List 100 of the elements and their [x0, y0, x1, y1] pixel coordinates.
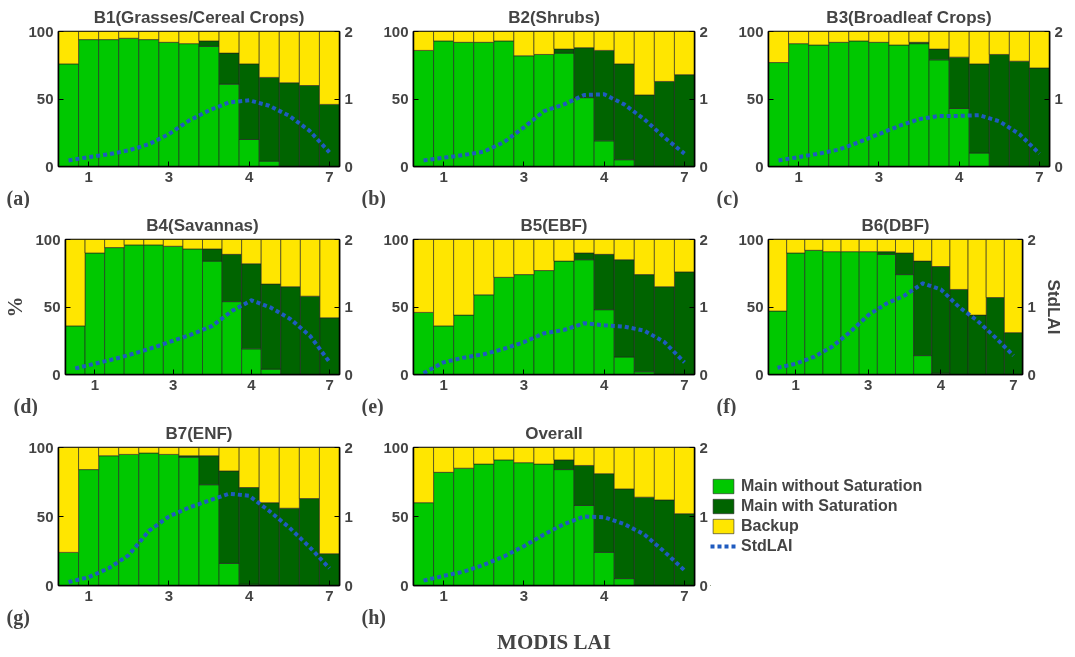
chart-title: B4(Savannas)	[146, 215, 259, 235]
y-tick-label: 0	[400, 157, 409, 175]
y-tick-label: 0	[755, 157, 764, 175]
y-tick-label: 0	[45, 576, 54, 594]
x-tick-label: 3	[874, 167, 884, 185]
x-tick-label: 1	[84, 586, 93, 604]
y-tick-label: 100	[35, 230, 61, 248]
y2-tick-label: 2	[699, 230, 708, 248]
y-tick-label: 50	[746, 90, 764, 107]
x-tick-label: 3	[168, 375, 178, 393]
x-tick-label: 7	[325, 586, 334, 604]
chart-title: B7(ENF)	[165, 423, 233, 443]
y2-tick-label: 2	[1027, 230, 1036, 248]
text: (e)	[361, 394, 384, 418]
y2-tick-label: 1	[699, 507, 708, 525]
x-tick-label: 7	[680, 167, 689, 185]
text: (d)	[13, 394, 38, 418]
y2-tick-label: 2	[344, 438, 353, 456]
y2-tick-label: 0	[1027, 365, 1036, 383]
y-tick-label: 100	[383, 22, 409, 40]
y2-tick-label: 0	[344, 576, 353, 594]
text: (a)	[6, 186, 30, 210]
legend-label: StdLAI	[741, 537, 793, 555]
y2-tick-label: 0	[344, 365, 353, 383]
x-tick-label: 4	[936, 375, 946, 393]
x-tick-label: 1	[90, 375, 100, 393]
y-tick-label: 0	[755, 365, 764, 383]
y2-tick-label: 0	[699, 365, 708, 383]
x-tick-label: 7	[680, 375, 689, 393]
y2-tick-label: 0	[344, 157, 353, 175]
y-tick-label: 0	[52, 365, 61, 383]
chart-title: B6(DBF)	[861, 215, 930, 235]
x-tick-label: 4	[955, 167, 965, 185]
x-tick-label: 1	[439, 375, 448, 393]
y2-tick-label: 0	[699, 576, 708, 594]
x-tick-label: 3	[164, 167, 174, 185]
x-tick-label: 1	[84, 167, 93, 185]
x-tick-label: 4	[245, 586, 255, 604]
x-tick-label: 7	[325, 167, 334, 185]
x-tick-label: 1	[439, 586, 448, 604]
y2-tick-label: 1	[344, 507, 353, 525]
text: (g)	[6, 605, 30, 629]
x-tick-label: 4	[247, 375, 257, 393]
y2-tick-label: 1	[344, 90, 353, 107]
y2-tick-label: 0	[699, 157, 708, 175]
y2-tick-label: 2	[699, 22, 708, 40]
y-tick-label: 50	[391, 298, 409, 315]
x-tick-label: 3	[519, 167, 529, 185]
y2-tick-label: 1	[344, 298, 353, 315]
chart-title: B2(Shrubs)	[508, 7, 600, 27]
text: (f)	[716, 394, 737, 418]
chart-title: B5(EBF)	[520, 215, 588, 235]
x-tick-label: 4	[600, 167, 610, 185]
y-tick-label: 50	[391, 90, 409, 107]
y-tick-label: 50	[746, 298, 764, 315]
y-tick-label: 100	[738, 22, 764, 40]
x-tick-label: 3	[519, 586, 529, 604]
x-tick-label: 7	[680, 586, 689, 604]
y-tick-label: 100	[28, 438, 54, 456]
y2-tick-label: 0	[1054, 157, 1063, 175]
y2-tick-label: 2	[1054, 22, 1063, 40]
x-tick-label: 7	[325, 375, 334, 393]
y-tick-label: 50	[43, 298, 61, 315]
y-tick-label: 100	[28, 22, 54, 40]
x-tick-label: 3	[519, 375, 529, 393]
text: (c)	[716, 186, 739, 210]
y-tick-label: 100	[738, 230, 764, 248]
y-tick-label: 50	[36, 90, 54, 107]
y-axis-title: %	[3, 296, 28, 318]
y-tick-label: 0	[45, 157, 54, 175]
legend-label: Main without Saturation	[741, 477, 923, 495]
legend-label: Backup	[741, 517, 799, 535]
x-tick-label: 1	[791, 375, 800, 393]
y-tick-label: 100	[383, 438, 409, 456]
x-tick-label: 4	[600, 375, 610, 393]
y2-tick-label: 2	[344, 230, 353, 248]
text: (b)	[361, 186, 386, 210]
x-tick-label: 1	[439, 167, 448, 185]
x-tick-label: 7	[1035, 167, 1044, 185]
x-tick-label: 7	[1009, 375, 1018, 393]
x-tick-label: 1	[794, 167, 803, 185]
y2-axis-title: StdLAI	[1043, 279, 1063, 335]
y2-tick-label: 1	[699, 90, 708, 107]
y2-tick-label: 1	[699, 298, 708, 315]
x-tick-label: 4	[600, 586, 610, 604]
y2-tick-label: 2	[699, 438, 708, 456]
y-tick-label: 0	[400, 576, 409, 594]
y2-tick-label: 1	[1054, 90, 1063, 107]
chart-title: Overall	[525, 423, 583, 443]
x-tick-label: 3	[864, 375, 873, 393]
y-tick-label: 50	[391, 507, 409, 525]
y-tick-label: 100	[383, 230, 409, 248]
x-tick-label: 4	[245, 167, 255, 185]
y-tick-label: 50	[36, 507, 54, 525]
y2-tick-label: 1	[1027, 298, 1036, 315]
y2-tick-label: 2	[344, 22, 353, 40]
legend-label: Main with Saturation	[741, 497, 898, 515]
chart-title: B3(Broadleaf Crops)	[826, 7, 992, 27]
chart-title: B1(Grasses/Cereal Crops)	[93, 7, 305, 27]
x-axis-title: MODIS LAI	[497, 629, 611, 654]
